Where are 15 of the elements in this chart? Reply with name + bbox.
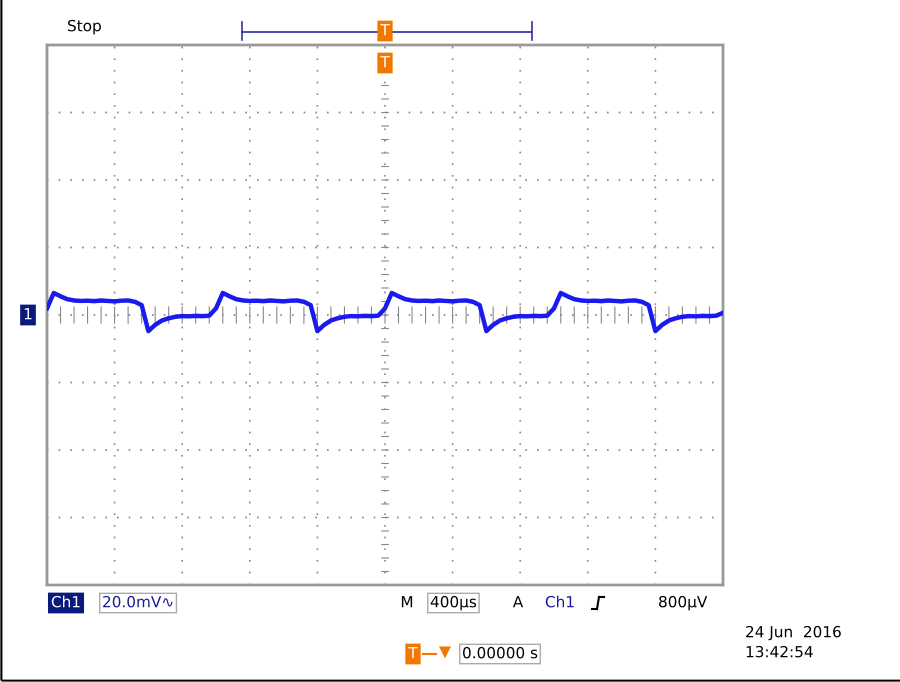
text: M [402,596,412,608]
text: Ch1 [52,596,80,608]
text: Stop [68,20,101,34]
text: 13:42:54 [746,646,813,658]
text: A [512,596,524,608]
text: 20.0mV∿ [103,596,173,608]
text: 0.00000 s [463,646,538,658]
text: Ch1 [546,596,574,608]
text: 24 Jun 2016 [746,626,841,640]
text: T [408,647,418,658]
text: T [380,56,390,68]
text: 400µs [430,596,476,610]
text: 800µV [659,596,708,610]
text: 1 [24,308,32,320]
text: T [380,24,390,36]
